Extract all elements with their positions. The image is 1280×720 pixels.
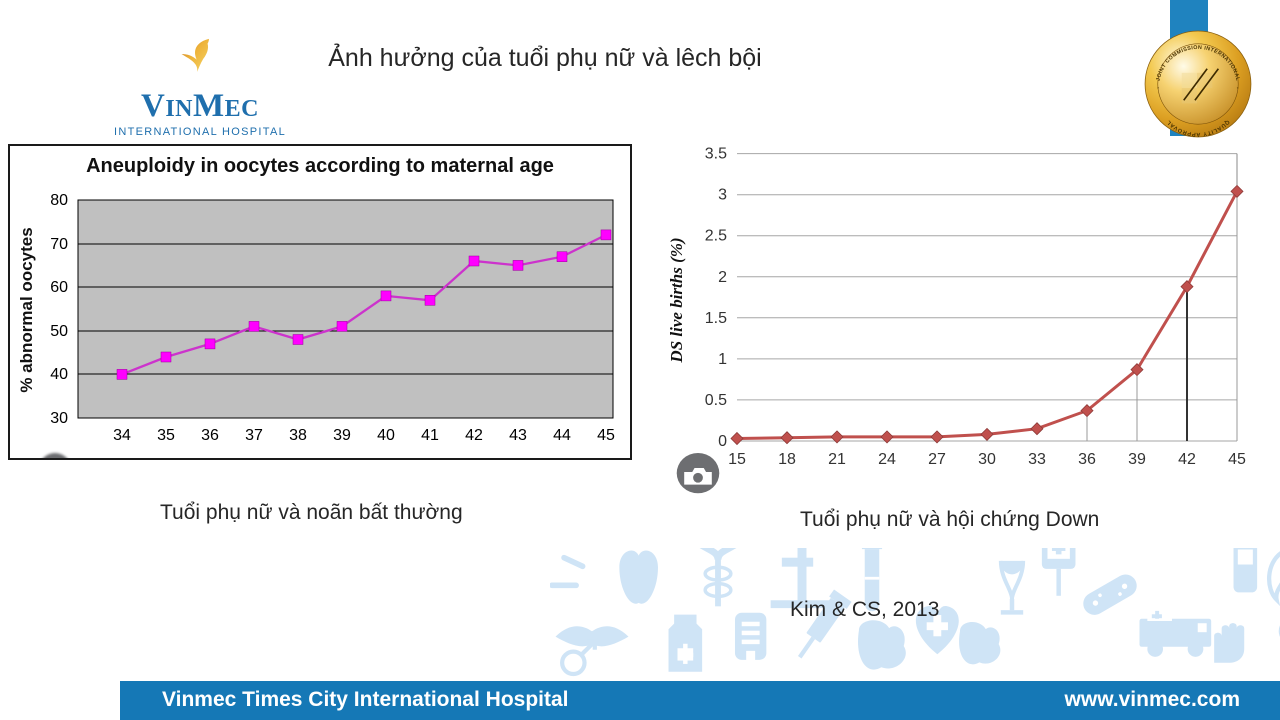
svg-text:34: 34 [113,427,131,444]
svg-text:40: 40 [377,427,395,444]
svg-text:*: * [1157,86,1159,91]
svg-text:0.5: 0.5 [705,392,727,409]
svg-text:3: 3 [718,187,727,204]
svg-text:2: 2 [718,269,727,286]
svg-text:18: 18 [778,451,796,468]
svg-text:30: 30 [50,410,68,427]
svg-text:42: 42 [1178,451,1196,468]
svg-text:39: 39 [333,427,351,444]
svg-text:1.5: 1.5 [705,310,727,327]
svg-text:40: 40 [50,366,68,383]
svg-text:21: 21 [828,451,846,468]
svg-text:33: 33 [1028,451,1046,468]
svg-text:50: 50 [50,323,68,340]
svg-text:44: 44 [553,427,571,444]
svg-text:45: 45 [597,427,615,444]
svg-text:2.5: 2.5 [705,228,727,245]
svg-text:DS live births (%): DS live births (%) [667,237,686,363]
svg-text:60: 60 [50,279,68,296]
svg-text:*: * [1237,86,1239,91]
svg-text:70: 70 [50,236,68,253]
svg-text:38: 38 [289,427,307,444]
svg-text:36: 36 [1078,451,1096,468]
svg-text:1: 1 [718,351,727,368]
svg-text:35: 35 [157,427,175,444]
svg-text:37: 37 [245,427,263,444]
svg-text:15: 15 [728,451,746,468]
svg-text:30: 30 [978,451,996,468]
svg-text:3.5: 3.5 [705,146,727,163]
svg-text:39: 39 [1128,451,1146,468]
svg-text:80: 80 [50,192,68,209]
svg-text:36: 36 [201,427,219,444]
svg-text:43: 43 [509,427,527,444]
svg-text:42: 42 [465,427,483,444]
svg-text:% abnormal oocytes: % abnormal oocytes [17,227,36,392]
svg-text:0: 0 [718,433,727,450]
svg-text:45: 45 [1228,451,1246,468]
svg-text:41: 41 [421,427,439,444]
svg-text:27: 27 [928,451,946,468]
svg-text:24: 24 [878,451,896,468]
